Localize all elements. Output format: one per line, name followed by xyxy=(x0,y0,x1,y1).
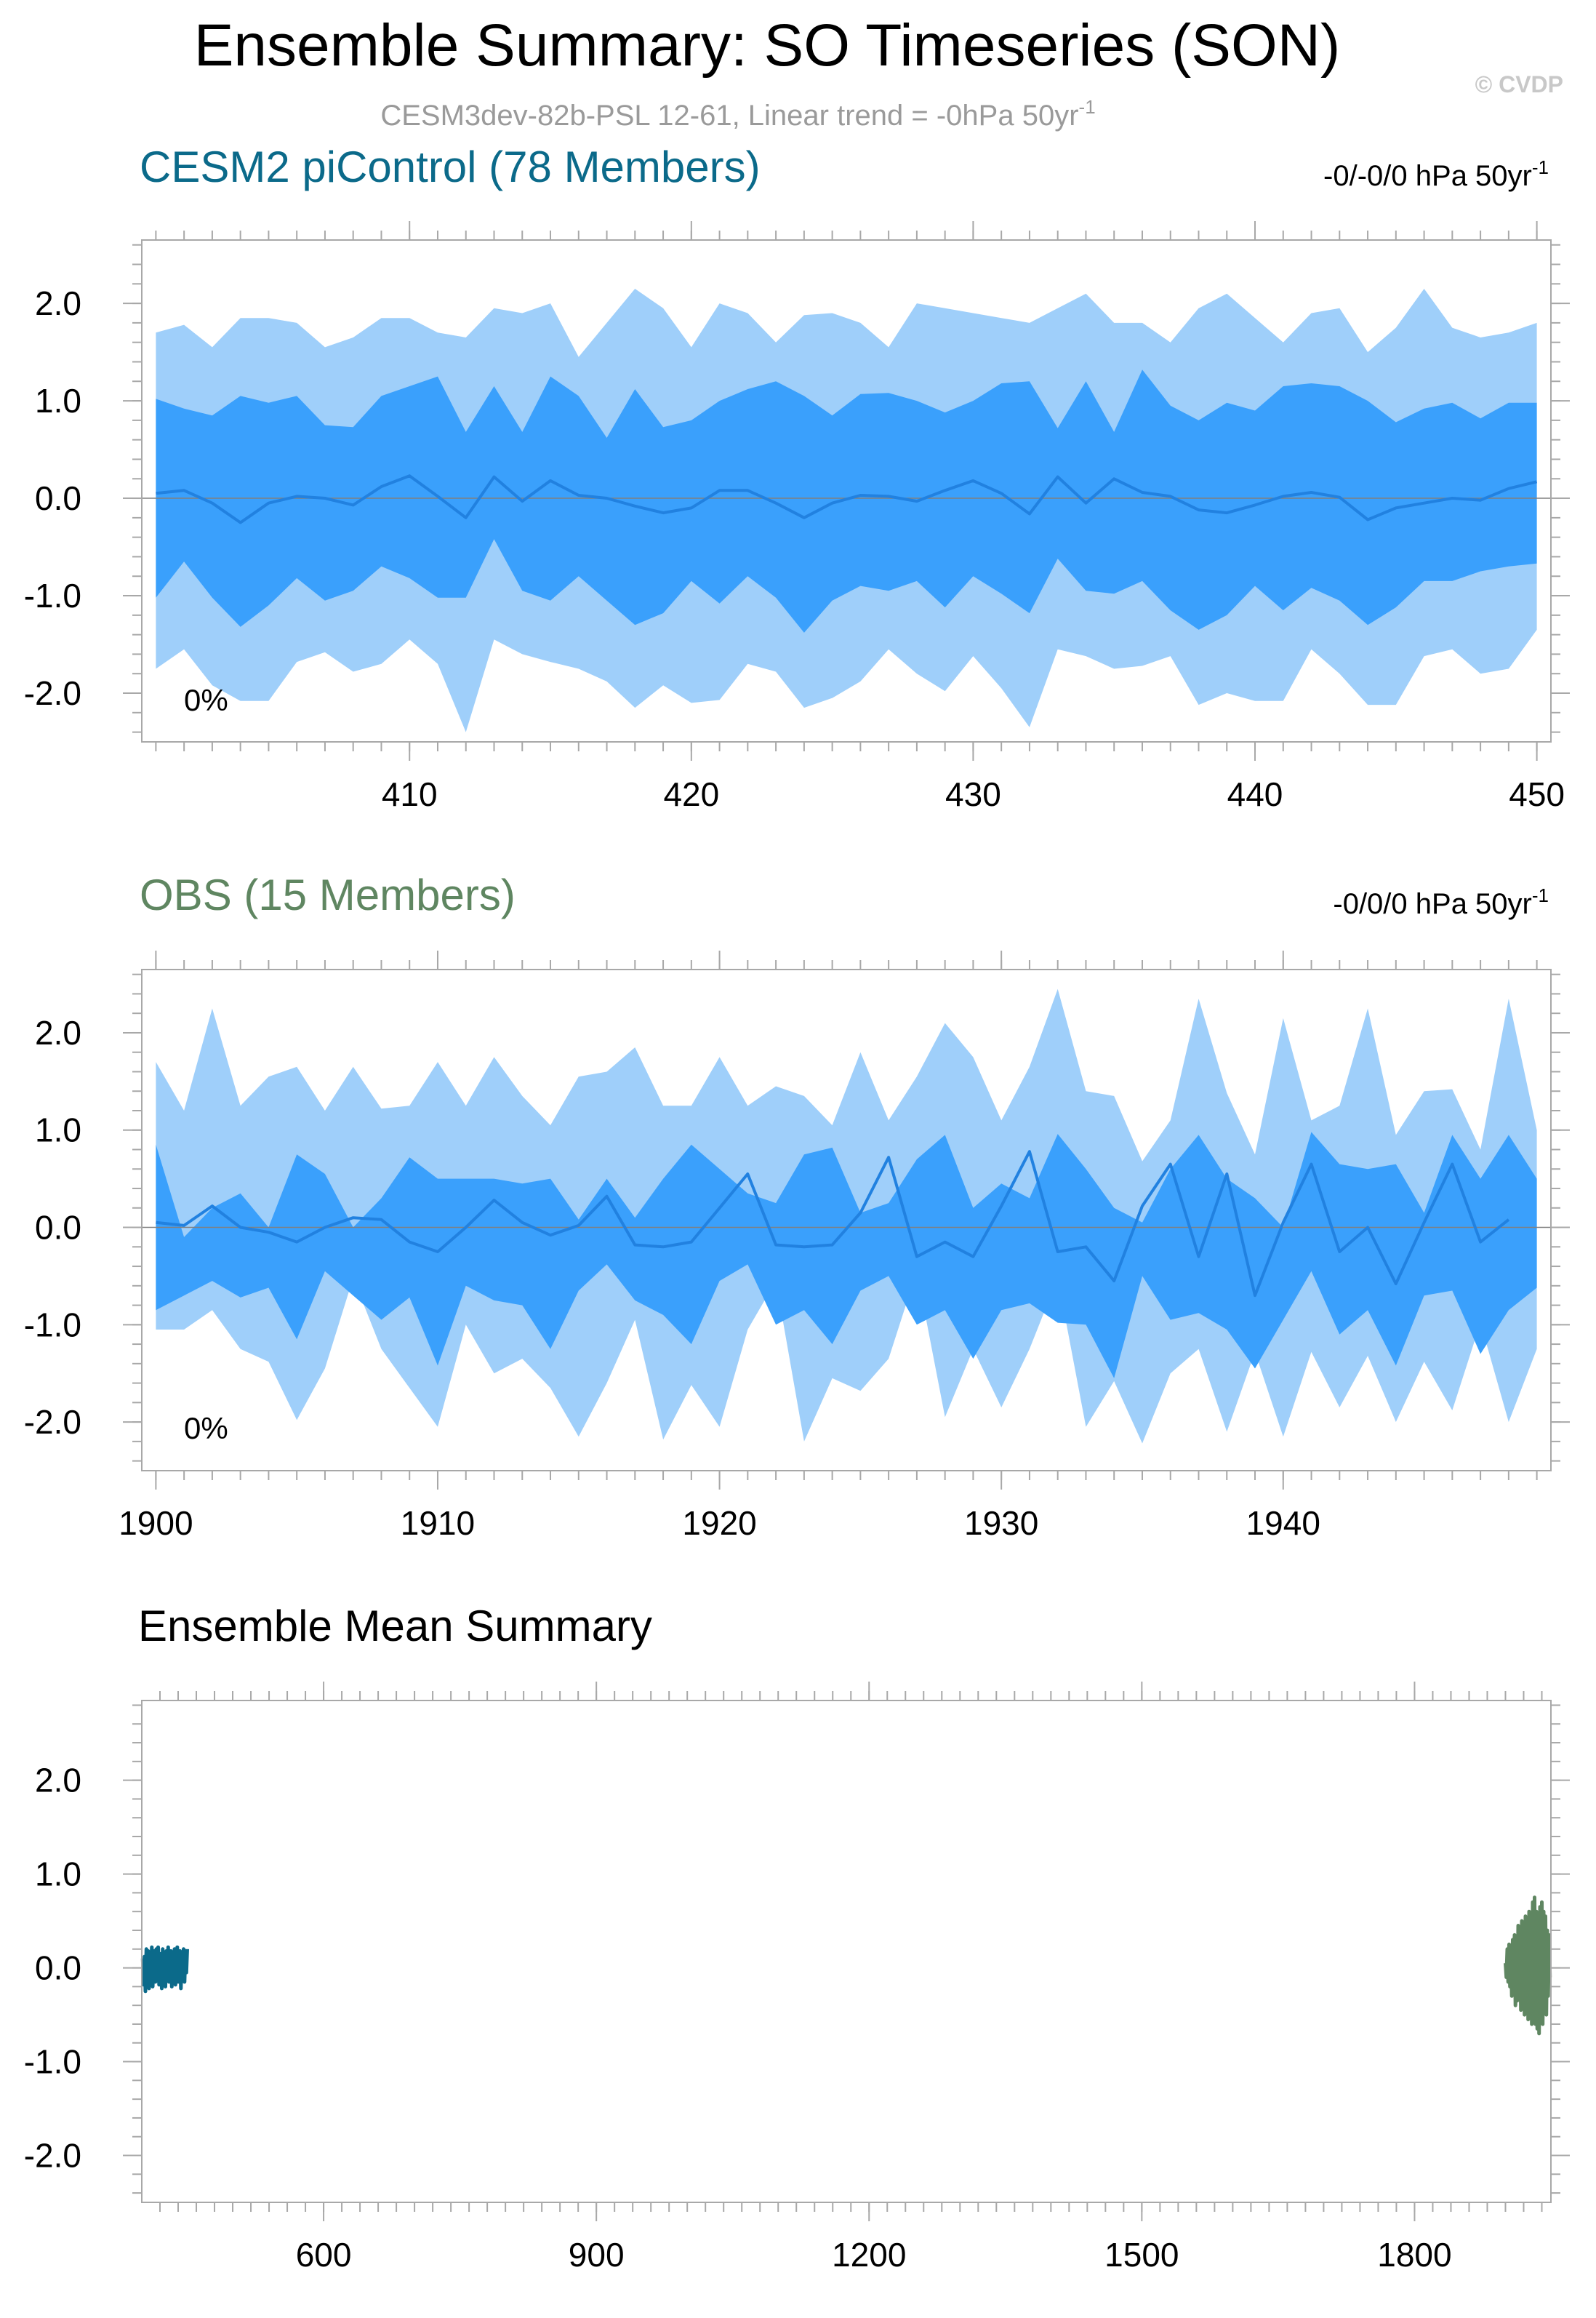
cesm2-panel-title: CESM2 piControl (78 Members) xyxy=(140,143,761,191)
subtitle-sup: -1 xyxy=(1079,96,1096,118)
cesm2-inner-range-band xyxy=(156,369,1537,633)
ensemble-mean-plot-frame xyxy=(141,1700,1552,2203)
ensemble-mean-y-tick-label: 0.0 xyxy=(35,1949,81,1987)
ensemble-mean-x-tick-label: 1200 xyxy=(832,2236,906,2274)
obs-inner-range-band xyxy=(156,1132,1537,1378)
cesm2-trend-label: -0/-0/0 hPa 50yr-1 xyxy=(1323,156,1549,192)
ensemble-mean-x-tick-label: 900 xyxy=(569,2236,625,2274)
cesm2-plot-frame xyxy=(141,239,1552,743)
obs-y-tick-label: -2.0 xyxy=(24,1403,81,1441)
obs-percent-label: 0% xyxy=(184,1411,228,1445)
ensemble-mean-x-tick-label: 1500 xyxy=(1104,2236,1179,2274)
cesm2-percent-label: 0% xyxy=(184,683,228,717)
figure-subtitle: CESM3dev-82b-PSL 12-61, Linear trend = -… xyxy=(380,96,1095,132)
ensemble-mean-y-tick-label: -2.0 xyxy=(24,2137,81,2175)
ensemble-mean-series-cesm2-line xyxy=(140,1945,189,1994)
cesm2-y-tick-label: 1.0 xyxy=(35,382,81,420)
ensemble-mean-x-tick-label: 1800 xyxy=(1377,2236,1451,2274)
cesm2-y-tick-label: 0.0 xyxy=(35,479,81,517)
ensemble-mean-y-tick-label: 1.0 xyxy=(35,1855,81,1893)
ensemble-mean-plot-area: 600 900 1200 1500 1800 -2.0 -1.0 0.0 1.0 2.0 xyxy=(24,1682,1570,2274)
obs-y-tick-label: -1.0 xyxy=(24,1306,81,1343)
obs-x-tick-label: 1920 xyxy=(682,1504,756,1542)
subtitle-text: CESM3dev-82b-PSL 12-61, Linear trend = -… xyxy=(380,100,1078,132)
obs-plot-frame xyxy=(141,969,1552,1471)
obs-y-tick-label: 2.0 xyxy=(35,1014,81,1052)
obs-trend-label: -0/0/0 hPa 50yr-1 xyxy=(1333,884,1549,920)
obs-x-tick-label: 1900 xyxy=(119,1504,193,1542)
cesm2-trend-text: -0/-0/0 hPa 50yr xyxy=(1323,160,1532,192)
ensemble-mean-y-tick-label: 2.0 xyxy=(35,1762,81,1799)
obs-trend-sup: -1 xyxy=(1532,884,1549,906)
cesm2-x-tick-label: 410 xyxy=(382,775,438,813)
copyright-label: © CVDP xyxy=(1475,71,1563,97)
obs-x-tick-label: 1930 xyxy=(964,1504,1038,1542)
figure-title: Ensemble Summary: SO Timeseries (SON) xyxy=(194,12,1341,79)
obs-ensemble-mean-line xyxy=(156,1150,1510,1298)
obs-trend-text: -0/0/0 hPa 50yr xyxy=(1333,888,1532,920)
cesm2-y-tick-label: -2.0 xyxy=(24,674,81,712)
obs-x-tick-label: 1940 xyxy=(1246,1504,1320,1542)
cesm2-x-tick-label: 420 xyxy=(663,775,719,813)
obs-y-tick-label: 0.0 xyxy=(35,1209,81,1247)
ensemble-mean-panel: Ensemble Mean Summary 600 900 1200 1500 1800… xyxy=(24,1602,1570,2274)
cesm2-picontrol-panel: CESM2 piControl (78 Members) -0/-0/0 hPa… xyxy=(24,143,1570,813)
cesm2-x-tick-label: 430 xyxy=(945,775,1001,813)
ensemble-mean-title: Ensemble Mean Summary xyxy=(138,1602,652,1650)
cesm2-y-tick-label: -1.0 xyxy=(24,577,81,615)
ensemble-mean-x-tick-label: 600 xyxy=(296,2236,352,2274)
cesm2-plot-area: 410 420 430 440 450 -2.0 -1.0 0.0 1.0 2.0 xyxy=(24,221,1570,813)
obs-panel-title: OBS (15 Members) xyxy=(140,871,516,919)
obs-panel: OBS (15 Members) -0/0/0 hPa 50yr-1 1900 1… xyxy=(24,871,1570,1542)
ensemble-mean-series-obs-line xyxy=(1504,1895,1552,2036)
cesm2-y-tick-label: 2.0 xyxy=(35,284,81,322)
obs-x-tick-label: 1910 xyxy=(401,1504,475,1542)
cesm2-x-tick-label: 450 xyxy=(1509,775,1565,813)
obs-plot-area: 1900 1910 1920 1930 1940 -2.0 -1.0 0.0 1.0 2.0 xyxy=(24,951,1570,1542)
cesm2-x-tick-label: 440 xyxy=(1227,775,1283,813)
obs-y-tick-label: 1.0 xyxy=(35,1111,81,1149)
cesm2-trend-sup: -1 xyxy=(1532,156,1549,178)
ensemble-mean-y-tick-label: -1.0 xyxy=(24,2043,81,2081)
cesm2-ensemble-mean-line xyxy=(156,474,1538,524)
